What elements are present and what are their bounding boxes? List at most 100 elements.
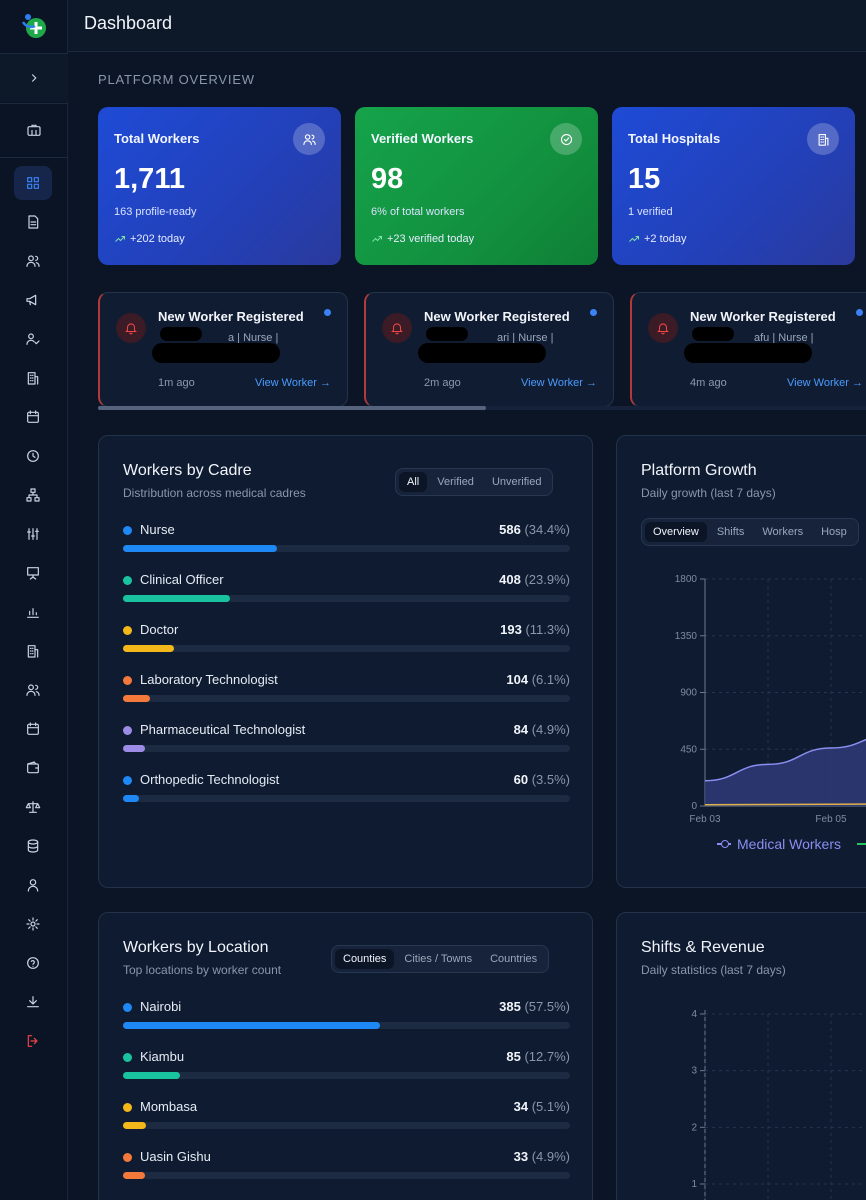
nav-team[interactable] [14,673,52,707]
nav-profile[interactable] [14,868,52,902]
filter-all[interactable]: All [399,472,428,492]
sidebar-divider [0,157,68,158]
notification-card[interactable]: New Worker Registered a | Nurse | 1m ago… [98,292,348,407]
redaction-block [426,327,468,341]
nav-schedule[interactable] [14,712,52,746]
nav-hierarchy[interactable] [14,478,52,512]
chevron-right-icon [31,74,37,82]
user-icon [27,879,39,892]
filter-unverified[interactable]: Unverified [491,476,542,488]
nav-analytics[interactable] [14,595,52,629]
filter-countries[interactable]: Countries [490,953,538,965]
sitemap-icon [26,488,40,502]
legend-line-icon [717,840,731,848]
bar-fill [123,695,151,702]
nav-verified-users[interactable] [14,322,52,356]
row-color-dot [123,1153,132,1162]
row-value: 34 (5.1%) [514,1099,570,1114]
sidebar-toggle-button[interactable] [0,54,68,102]
bar-track [123,695,570,702]
bar-track [123,745,570,752]
nav-wallet[interactable] [14,751,52,785]
notifications-scroll-thumb[interactable] [98,406,486,410]
bar-fill [123,1022,381,1029]
bar-track [123,595,570,602]
bar-chart-icon [27,608,39,618]
redaction-block [152,343,280,363]
bar-track [123,1022,570,1029]
nav-documents[interactable] [14,205,52,239]
nav-controls[interactable] [14,517,52,551]
tab-shifts[interactable]: Shifts [716,526,745,538]
notification-time: 4m ago [690,377,727,389]
row-count: 60 [513,772,529,787]
bar-track [123,545,570,552]
unread-dot [590,309,597,316]
nav-database[interactable] [14,829,52,863]
notification-card[interactable]: New Worker Registered ari | Nurse | 2m a… [364,292,614,407]
nav-facilities[interactable] [14,634,52,668]
filter-verified[interactable]: Verified [437,476,474,488]
breakdown-row: Clinical Officer 408 (23.9%) [123,570,570,610]
nav-settings[interactable] [14,907,52,941]
bar-fill [123,745,145,752]
stat-card-total-workers[interactable]: Total Workers 1,711 163 profile-ready +2… [98,107,341,265]
bar-fill [123,1122,146,1129]
y-tick-label: 1 [691,1179,697,1190]
nav-hospitals[interactable] [14,361,52,395]
x-tick-label: Feb 03 [689,814,721,825]
bell-icon [648,313,678,343]
row-value: 104 (6.1%) [506,672,570,687]
view-worker-link[interactable]: View Worker → [786,377,863,389]
row-count: 33 [513,1149,529,1164]
stat-card-total-hospitals[interactable]: Total Hospitals 15 1 verified +2 today [612,107,855,265]
nav-announcements[interactable] [14,283,52,317]
breakdown-row: Uasin Gishu 33 (4.9%) [123,1147,570,1187]
bar-fill [123,645,174,652]
y-tick-label: 450 [680,744,697,755]
stat-title: Total Hospitals [628,131,721,146]
y-tick-label: 2 [691,1122,697,1133]
y-tick-label: 0 [691,801,697,812]
cadre-panel: Workers by Cadre Distribution across med… [98,435,593,888]
nav-dashboard[interactable] [14,166,52,200]
row-color-dot [123,626,132,635]
tab-workers[interactable]: Workers [762,526,804,538]
stat-card-verified-workers[interactable]: Verified Workers 98 6% of total workers … [355,107,598,265]
filter-cities[interactable]: Cities / Towns [404,953,473,965]
stat-value: 98 [371,163,404,195]
notification-detail: a | Nurse | [228,332,279,344]
workspace-switch-button[interactable] [0,104,68,156]
row-count: 104 [506,672,529,687]
presentation-icon [27,567,39,580]
notification-card[interactable]: New Worker Registered afu | Nurse | 4m a… [630,292,866,407]
nav-help[interactable] [14,946,52,980]
view-worker-link[interactable]: View Worker → [254,377,331,389]
nav-history[interactable] [14,439,52,473]
tab-hospitals[interactable]: Hosp [821,526,847,538]
chart-legend[interactable]: Medical Workers [717,836,866,852]
nav-calendar[interactable] [14,400,52,434]
row-label: Nurse [140,522,175,537]
redaction-block [692,327,734,341]
row-label: Nairobi [140,999,182,1014]
row-label: Pharmaceutical Technologist [140,722,306,737]
location-panel: Workers by Location Top locations by wor… [98,912,593,1200]
view-worker-link[interactable]: View Worker → [520,377,597,389]
filter-counties[interactable]: Counties [335,949,395,969]
stat-trend-text: +202 today [130,233,185,245]
nav-presentations[interactable] [14,556,52,590]
tab-overview[interactable]: Overview [645,522,707,542]
help-circle-icon [27,957,39,969]
bell-icon [116,313,146,343]
stat-subtext: 1 verified [628,206,673,218]
nav-workers[interactable] [14,244,52,278]
nav-download[interactable] [14,985,52,1019]
notification-title: New Worker Registered [158,309,304,324]
breakdown-row: Nairobi 385 (57.5%) [123,997,570,1037]
stat-trend: +202 today [114,233,185,245]
row-percent: (3.5%) [531,772,570,787]
gear-icon [26,917,40,931]
nav-logout[interactable] [14,1024,52,1058]
nav-compliance[interactable] [14,790,52,824]
